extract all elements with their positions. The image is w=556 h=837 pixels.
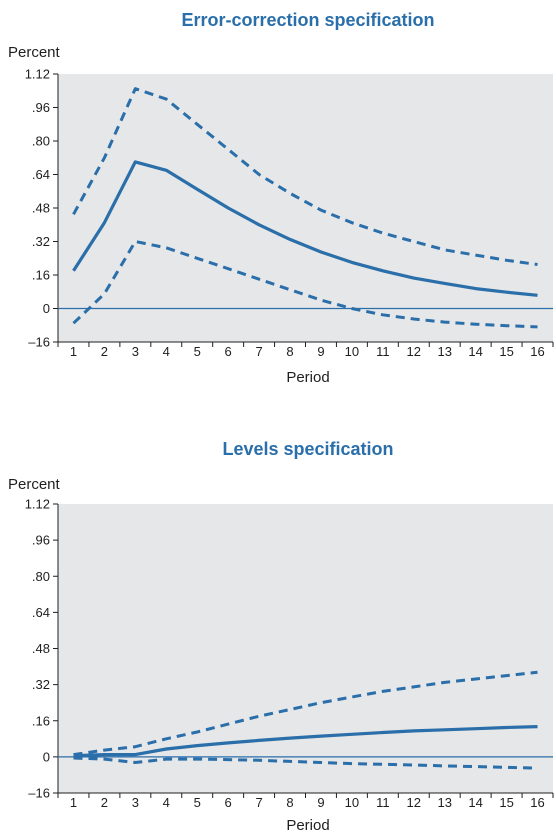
series-line-confidence-band xyxy=(73,670,538,757)
y-tick-label: .48 xyxy=(32,201,50,216)
plot-area xyxy=(58,74,553,342)
y-tick-label: .64 xyxy=(32,605,50,620)
x-tick-label: 16 xyxy=(530,795,544,810)
x-tick-label: 12 xyxy=(407,344,421,359)
y-tick-label: –16 xyxy=(28,335,50,350)
series-line-confidence-band xyxy=(72,240,538,329)
y-tick-label: .32 xyxy=(32,677,50,692)
series-line-confidence-band xyxy=(73,756,538,770)
y-tick-label: .32 xyxy=(32,234,50,249)
x-tick-label: 15 xyxy=(499,344,513,359)
x-tick-label: 2 xyxy=(101,795,108,810)
y-axis-unit-label: Percent xyxy=(8,476,61,493)
x-tick-label: 2 xyxy=(101,344,108,359)
x-tick-label: 9 xyxy=(317,344,324,359)
chart-levels: Levels specification Percent 1.12 .96 .80.… xyxy=(8,439,554,834)
chart-error-correction: Error-correction specification Percent 1… xyxy=(8,10,554,386)
y-tick-label: 1.12 xyxy=(25,67,50,82)
y-tick-label: .96 xyxy=(32,100,50,115)
x-axis-label: Period xyxy=(286,369,329,386)
x-tick-label: 12 xyxy=(407,795,421,810)
y-tick-label: .16 xyxy=(32,713,50,728)
x-tick-label: 14 xyxy=(468,795,482,810)
x-tick-label: 1 xyxy=(70,344,77,359)
x-tick-label: 11 xyxy=(376,795,390,810)
y-tick-label: 0 xyxy=(43,301,50,316)
x-tick-label: 14 xyxy=(468,344,482,359)
y-tick-label: .96 xyxy=(32,533,50,548)
x-tick-label: 4 xyxy=(163,344,170,359)
y-tick-label: .80 xyxy=(32,569,50,584)
x-tick-label: 11 xyxy=(376,344,390,359)
x-tick-label: 10 xyxy=(345,795,359,810)
chart-title: Levels specification xyxy=(222,439,393,459)
x-tick-label: 16 xyxy=(530,344,544,359)
x-tick-label: 7 xyxy=(255,344,262,359)
x-tick-label: 7 xyxy=(255,795,262,810)
y-tick-label: .64 xyxy=(32,167,50,182)
x-tick-label: 13 xyxy=(437,795,451,810)
x-tick-label: 13 xyxy=(437,344,451,359)
x-tick-label: 10 xyxy=(345,344,359,359)
y-tick-label: 0 xyxy=(43,749,50,764)
x-tick-label: 1 xyxy=(70,795,77,810)
series-line-estimate xyxy=(73,725,538,758)
x-tick-label: 8 xyxy=(286,795,293,810)
y-tick-label: 1.12 xyxy=(25,497,50,512)
x-tick-label: 5 xyxy=(194,795,201,810)
y-tick-label: .80 xyxy=(32,134,50,149)
x-tick-label: 4 xyxy=(163,795,170,810)
x-tick-label: 6 xyxy=(225,344,232,359)
x-tick-label: 3 xyxy=(132,795,139,810)
y-tick-label: .16 xyxy=(32,268,50,283)
x-tick-label: 6 xyxy=(225,795,232,810)
x-tick-label: 15 xyxy=(499,795,513,810)
x-tick-label: 5 xyxy=(194,344,201,359)
x-axis-label: Period xyxy=(286,817,329,834)
series-line-confidence-band xyxy=(72,87,538,266)
chart-title: Error-correction specification xyxy=(181,10,434,30)
series-line-estimate xyxy=(72,160,538,297)
y-axis-unit-label: Percent xyxy=(8,44,61,61)
y-tick-label: .48 xyxy=(32,641,50,656)
x-tick-label: 9 xyxy=(317,795,324,810)
x-tick-label: 8 xyxy=(286,344,293,359)
x-tick-label: 3 xyxy=(132,344,139,359)
plot-area xyxy=(58,504,553,793)
y-tick-label: –16 xyxy=(28,786,50,801)
